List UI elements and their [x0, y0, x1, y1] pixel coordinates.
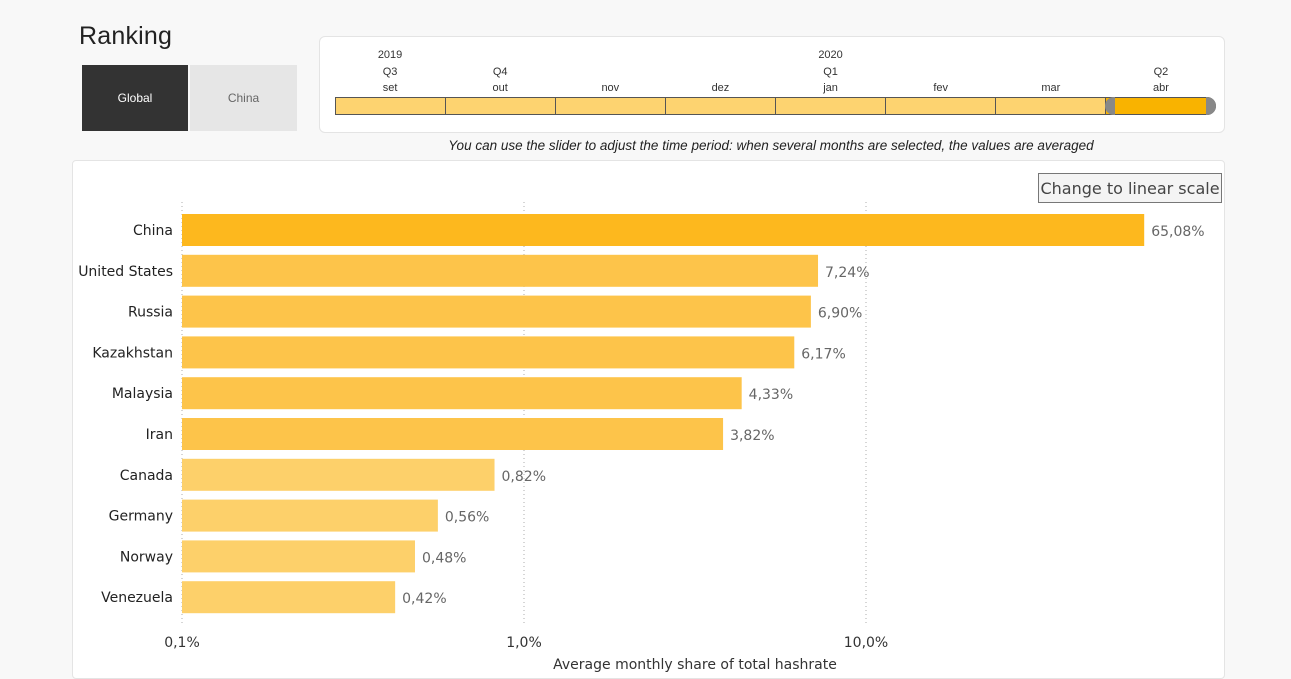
category-label: Venezuela: [101, 590, 173, 606]
value-label: 7,24%: [825, 265, 869, 281]
slider-segment-set[interactable]: [335, 97, 446, 115]
category-label: Iran: [146, 427, 173, 443]
x-axis-label: Average monthly share of total hashrate: [553, 657, 837, 673]
slider-segment-abr[interactable]: [1105, 97, 1216, 115]
category-label: Germany: [109, 509, 173, 525]
category-label: Canada: [120, 468, 173, 484]
slider-segment-nov[interactable]: [556, 97, 666, 115]
slider-year-label: 2019: [377, 49, 403, 61]
category-label: China: [133, 223, 173, 239]
slider-segment-jan[interactable]: [776, 97, 886, 115]
slider-quarter-label: Q3: [382, 66, 398, 78]
bar-russia: [182, 295, 811, 328]
x-tick-label: 10,0%: [844, 635, 888, 651]
slider-month-label: jan: [823, 82, 838, 94]
bar-malaysia: [182, 377, 742, 410]
slider-month-label: abr: [1152, 82, 1169, 94]
value-label: 0,42%: [402, 591, 446, 607]
slider-segment-fev[interactable]: [886, 97, 996, 115]
slider-segment-out[interactable]: [446, 97, 556, 115]
category-label: Russia: [128, 305, 173, 321]
bar-united-states: [182, 254, 819, 287]
category-label: Kazakhstan: [92, 345, 173, 361]
page-title: Ranking: [79, 22, 173, 50]
bar-venezuela: [182, 581, 396, 614]
x-tick-label: 1,0%: [506, 635, 542, 651]
slider-quarter-label: Q2: [1153, 66, 1169, 78]
value-label: 0,48%: [422, 550, 466, 566]
bar-canada: [182, 458, 495, 491]
x-tick-label: 0,1%: [164, 635, 200, 651]
value-label: 0,82%: [502, 469, 546, 485]
value-label: 0,56%: [445, 510, 489, 526]
slider-hint-text: You can use the slider to adjust the tim…: [448, 138, 1094, 153]
value-label: 3,82%: [730, 428, 774, 444]
slider-quarter-label: Q1: [823, 66, 838, 78]
time-period-slider[interactable]: [335, 97, 1216, 115]
slider-month-label: out: [492, 82, 508, 94]
value-label: 65,08%: [1151, 224, 1204, 240]
slider-month-label: nov: [601, 82, 620, 94]
bar-germany: [182, 499, 438, 532]
bar-china: [182, 214, 1145, 246]
bar-kazakhstan: [182, 336, 795, 369]
value-label: 4,33%: [749, 387, 793, 403]
category-label: Norway: [120, 549, 173, 565]
bar-iran: [182, 418, 724, 450]
slider-month-label: dez: [711, 82, 730, 94]
value-label: 6,17%: [801, 346, 845, 362]
global-toggle-button[interactable]: Global: [82, 65, 188, 131]
china-toggle-button[interactable]: China: [190, 65, 297, 131]
slider-month-label: fev: [933, 82, 949, 94]
category-label: United States: [78, 264, 173, 280]
time-period-slider-card: 2019 2020 Q3 Q4 Q1 Q2 set out nov dez jan fev mar abr: [319, 36, 1225, 133]
bar-norway: [182, 540, 415, 573]
value-label: 6,90%: [818, 306, 862, 322]
slider-month-label: mar: [1041, 82, 1061, 94]
change-scale-button[interactable]: Change to linear scale: [1038, 173, 1222, 203]
category-label: Malaysia: [112, 386, 173, 402]
slider-quarter-label: Q4: [492, 66, 508, 78]
slider-month-label: set: [382, 82, 398, 94]
slider-handle-end[interactable]: [1206, 97, 1216, 115]
slider-segment-dez[interactable]: [666, 97, 776, 115]
slider-year-label: 2020: [818, 49, 843, 61]
slider-handle-start[interactable]: [1105, 97, 1115, 115]
